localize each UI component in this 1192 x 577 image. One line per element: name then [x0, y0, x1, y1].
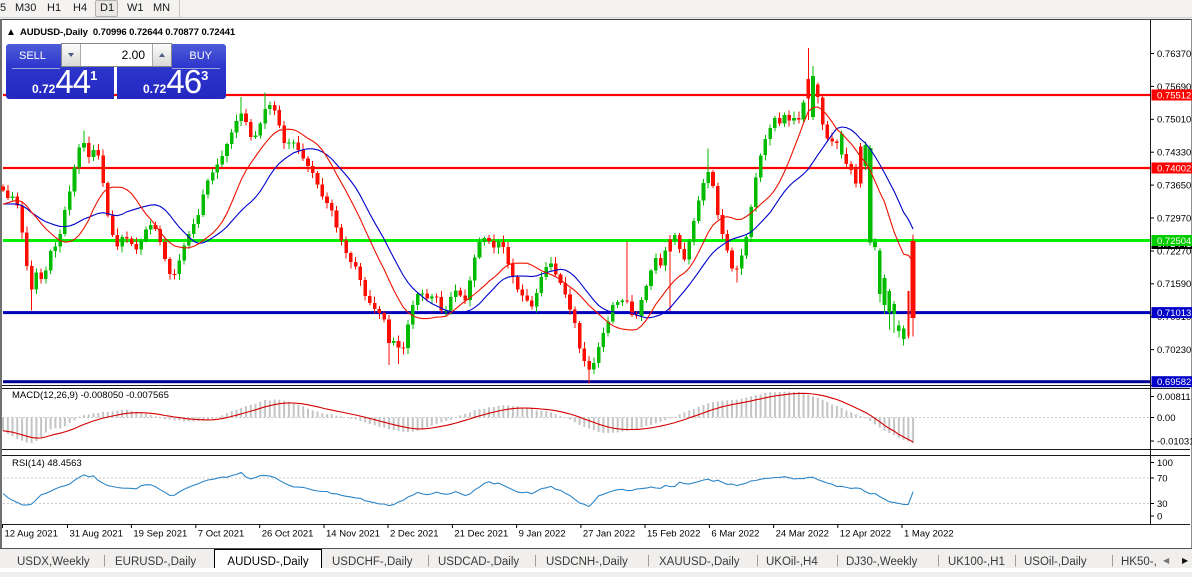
svg-text:24 Mar 2022: 24 Mar 2022 — [776, 529, 829, 540]
svg-text:RSI(14) 48.4563: RSI(14) 48.4563 — [12, 458, 82, 469]
svg-text:0.74002: 0.74002 — [1157, 163, 1191, 174]
svg-text:26 Oct 2021: 26 Oct 2021 — [262, 529, 314, 540]
svg-text:0.72970: 0.72970 — [1157, 213, 1191, 224]
svg-text:100: 100 — [1157, 458, 1173, 469]
svg-text:0.70230: 0.70230 — [1157, 345, 1191, 356]
svg-text:0.75010: 0.75010 — [1157, 115, 1191, 126]
svg-text:MACD(12,26,9) -0.008050 -0.007: MACD(12,26,9) -0.008050 -0.007565 — [12, 390, 169, 401]
svg-text:0.00811: 0.00811 — [1157, 392, 1191, 403]
svg-text:0.00: 0.00 — [1157, 413, 1176, 424]
svg-text:70: 70 — [1157, 473, 1168, 484]
svg-text:12 Aug 2021: 12 Aug 2021 — [5, 529, 58, 540]
svg-text:9 Jan 2022: 9 Jan 2022 — [519, 529, 566, 540]
svg-text:0.75512: 0.75512 — [1157, 90, 1191, 101]
svg-text:31 Aug 2021: 31 Aug 2021 — [70, 529, 123, 540]
svg-text:0.71013: 0.71013 — [1157, 308, 1191, 319]
svg-text:21 Dec 2021: 21 Dec 2021 — [454, 529, 508, 540]
svg-text:7 Oct 2021: 7 Oct 2021 — [198, 529, 244, 540]
svg-text:0.69582: 0.69582 — [1157, 377, 1191, 388]
svg-text:0.74330: 0.74330 — [1157, 148, 1191, 159]
svg-text:19 Sep 2021: 19 Sep 2021 — [133, 529, 187, 540]
svg-text:14 Nov 2021: 14 Nov 2021 — [326, 529, 380, 540]
svg-text:12 Apr 2022: 12 Apr 2022 — [840, 529, 891, 540]
svg-text:6 Mar 2022: 6 Mar 2022 — [711, 529, 759, 540]
svg-text:0: 0 — [1157, 511, 1162, 522]
svg-text:27 Jan 2022: 27 Jan 2022 — [583, 529, 635, 540]
svg-text:0.71590: 0.71590 — [1157, 279, 1191, 290]
svg-text:30: 30 — [1157, 499, 1168, 510]
svg-text:2 Dec 2021: 2 Dec 2021 — [390, 529, 439, 540]
svg-text:1 May 2022: 1 May 2022 — [904, 529, 954, 540]
svg-text:0.76370: 0.76370 — [1157, 49, 1191, 60]
svg-text:15 Feb 2022: 15 Feb 2022 — [647, 529, 700, 540]
svg-text:0.73650: 0.73650 — [1157, 181, 1191, 192]
svg-text:0.72504: 0.72504 — [1157, 236, 1191, 247]
